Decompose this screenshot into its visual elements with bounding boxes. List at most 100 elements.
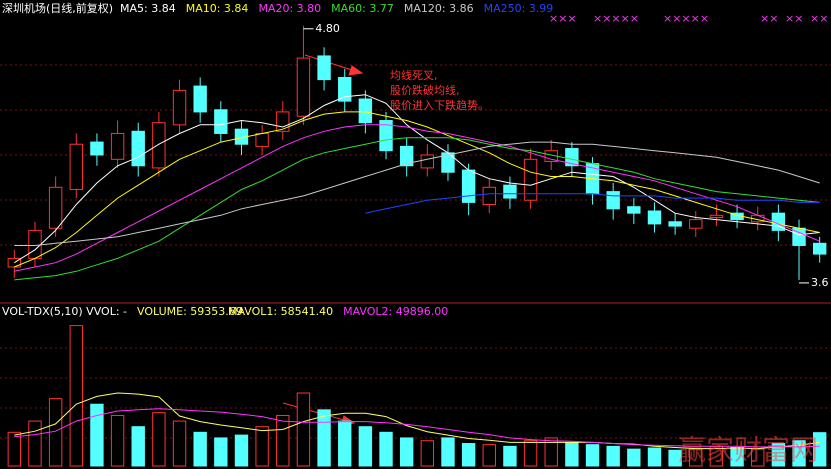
candle-body	[90, 141, 104, 156]
legend-entry: MA60: 3.77	[331, 2, 394, 15]
volume-bar	[523, 440, 538, 467]
volume-bar	[110, 414, 125, 467]
volume-lines	[14, 392, 820, 450]
chart-title: 深圳机场(日线,前复权)	[2, 1, 113, 15]
volume-bar	[131, 426, 145, 467]
candles	[7, 25, 827, 280]
volume-bar	[7, 431, 22, 467]
ma-line	[14, 94, 820, 264]
volume-bar	[627, 448, 641, 467]
volume-label: VOLUME: 59353.69	[137, 305, 243, 318]
volume-bar	[585, 444, 600, 467]
ma-line	[365, 193, 820, 214]
volume-bar	[606, 445, 620, 467]
ma-line	[14, 124, 820, 272]
signal: ×××××	[593, 12, 639, 25]
ma-line	[14, 392, 820, 450]
volume-bar	[69, 325, 83, 467]
legend-entry: MA20: 3.80	[258, 2, 321, 15]
candle-body	[358, 98, 373, 124]
volume-bar	[276, 414, 290, 467]
volume-bar	[28, 420, 42, 467]
candle-body	[812, 242, 827, 255]
candle-body	[152, 122, 166, 169]
candle-body	[482, 186, 496, 206]
volume-bar	[399, 437, 414, 467]
ma-line	[14, 137, 820, 281]
candle-body	[131, 130, 145, 167]
legend-entry: MA120: 3.86	[404, 2, 474, 15]
volume-bar	[234, 434, 249, 467]
volume-bar	[255, 426, 269, 467]
volume-bar	[647, 447, 662, 467]
volume-bar	[441, 437, 455, 467]
volume-bar	[338, 420, 352, 467]
candle-body	[709, 214, 724, 218]
legend-entry: MA10: 3.84	[186, 2, 249, 15]
volume-bar	[420, 440, 435, 467]
volume-bar	[317, 409, 331, 467]
candle-body	[338, 76, 352, 102]
ma-line	[14, 111, 820, 268]
candle-body	[503, 184, 517, 199]
candle-body	[461, 169, 476, 203]
volume-bars	[7, 325, 827, 467]
signal: ××	[810, 12, 828, 25]
legend-entry: MA5: 3.84	[120, 2, 176, 15]
signal: ××	[760, 12, 778, 25]
arrow	[282, 402, 345, 421]
volume-bar	[668, 449, 682, 467]
candle-body	[214, 109, 228, 134]
signal: ×××	[549, 12, 577, 25]
volume-bar	[751, 448, 765, 467]
candle-body	[317, 55, 331, 81]
signal: ×××××	[663, 12, 709, 25]
volume-bar	[90, 403, 104, 467]
ma-line	[14, 408, 820, 448]
volume-bar	[296, 392, 311, 467]
candle-body	[523, 158, 538, 201]
candle-body	[28, 229, 42, 259]
volume-bar	[771, 443, 786, 467]
candle-body	[420, 154, 435, 169]
volume-bar	[730, 446, 744, 467]
volume-bar	[503, 445, 517, 467]
signals: ××× ××××× ××××× ×× ×× ××	[549, 12, 828, 25]
volume-bar	[461, 443, 476, 467]
legend-entry: MA250: 3.99	[484, 2, 554, 15]
arrow-head	[348, 65, 364, 76]
watermark: 赢家财富网	[678, 434, 818, 467]
candle-body	[276, 111, 290, 132]
candle-body	[296, 57, 311, 117]
candle-body	[69, 143, 83, 190]
candle-body	[689, 219, 703, 229]
grid	[0, 64, 831, 439]
candle-body	[647, 210, 662, 225]
ma-lines	[14, 94, 820, 281]
candle-body	[627, 206, 641, 214]
volume-bar	[152, 412, 166, 467]
signal: ××	[785, 12, 803, 25]
volume-bar	[379, 431, 393, 467]
volume-bar	[812, 432, 827, 467]
volume-bar	[214, 437, 228, 467]
candle-body	[172, 89, 187, 126]
ma-line	[14, 141, 820, 246]
annotation: 均线死叉, 股价跌破均线, 股价进入下跌趋势。	[390, 68, 489, 112]
candle-body	[255, 132, 269, 147]
annotation-line: 股价跌破均线,	[390, 83, 460, 97]
candle-body	[193, 85, 207, 113]
annotation-line: 股价进入下跌趋势。	[390, 98, 489, 112]
volume-bar	[565, 441, 579, 467]
volume-bar	[358, 426, 373, 467]
volume-bar	[689, 448, 703, 467]
price-label: 4.80	[315, 22, 340, 35]
annotation-line: 均线死叉,	[390, 68, 438, 82]
candle-body	[110, 132, 125, 160]
candle-body	[399, 145, 414, 167]
price-label: 3.6	[811, 276, 829, 289]
legend-entry: MAVOL2: 49896.00	[343, 305, 448, 318]
volume-bar	[482, 444, 496, 467]
volume-bar	[172, 420, 187, 467]
candle-body	[668, 221, 682, 227]
